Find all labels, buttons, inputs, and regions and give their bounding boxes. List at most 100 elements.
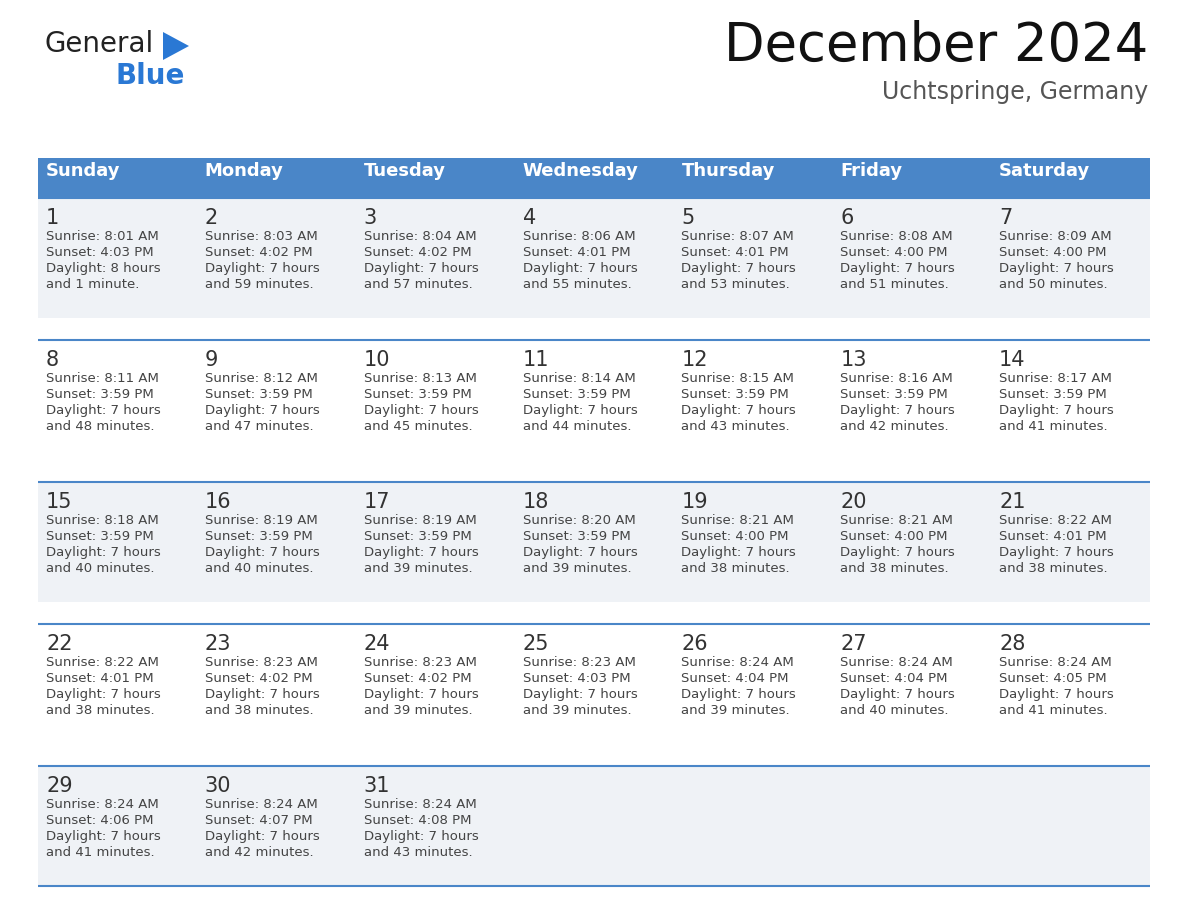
Text: Sunrise: 8:24 AM: Sunrise: 8:24 AM bbox=[840, 656, 953, 669]
Text: Daylight: 7 hours: Daylight: 7 hours bbox=[840, 688, 955, 701]
Text: 18: 18 bbox=[523, 492, 549, 512]
Text: Daylight: 7 hours: Daylight: 7 hours bbox=[999, 546, 1114, 559]
Text: 3: 3 bbox=[364, 208, 377, 228]
Text: Uchtspringe, Germany: Uchtspringe, Germany bbox=[881, 80, 1148, 104]
Text: Daylight: 7 hours: Daylight: 7 hours bbox=[204, 404, 320, 417]
Text: Sunrise: 8:08 AM: Sunrise: 8:08 AM bbox=[840, 230, 953, 243]
Text: 11: 11 bbox=[523, 350, 549, 370]
Bar bbox=[991, 158, 1150, 198]
Text: Sunrise: 8:12 AM: Sunrise: 8:12 AM bbox=[204, 372, 317, 385]
Text: 28: 28 bbox=[999, 634, 1025, 654]
Text: Sunset: 4:03 PM: Sunset: 4:03 PM bbox=[523, 672, 630, 685]
Text: Sunrise: 8:20 AM: Sunrise: 8:20 AM bbox=[523, 514, 636, 527]
Text: 14: 14 bbox=[999, 350, 1025, 370]
Text: Daylight: 7 hours: Daylight: 7 hours bbox=[682, 404, 796, 417]
Text: December 2024: December 2024 bbox=[723, 20, 1148, 72]
Text: Sunrise: 8:24 AM: Sunrise: 8:24 AM bbox=[682, 656, 795, 669]
Text: Sunrise: 8:22 AM: Sunrise: 8:22 AM bbox=[999, 514, 1112, 527]
Text: and 41 minutes.: and 41 minutes. bbox=[46, 846, 154, 859]
Text: and 38 minutes.: and 38 minutes. bbox=[840, 562, 949, 575]
Text: Sunset: 3:59 PM: Sunset: 3:59 PM bbox=[523, 388, 631, 401]
Text: Sunrise: 8:07 AM: Sunrise: 8:07 AM bbox=[682, 230, 795, 243]
Text: Daylight: 7 hours: Daylight: 7 hours bbox=[204, 830, 320, 843]
Text: 30: 30 bbox=[204, 776, 232, 796]
Text: 17: 17 bbox=[364, 492, 390, 512]
Text: and 39 minutes.: and 39 minutes. bbox=[364, 704, 473, 717]
Text: Sunrise: 8:19 AM: Sunrise: 8:19 AM bbox=[364, 514, 476, 527]
Text: 10: 10 bbox=[364, 350, 390, 370]
Text: Sunset: 4:04 PM: Sunset: 4:04 PM bbox=[840, 672, 948, 685]
Text: Sunset: 4:00 PM: Sunset: 4:00 PM bbox=[840, 246, 948, 259]
Text: Sunset: 4:02 PM: Sunset: 4:02 PM bbox=[364, 246, 472, 259]
Text: Sunset: 3:59 PM: Sunset: 3:59 PM bbox=[999, 388, 1107, 401]
Text: Daylight: 7 hours: Daylight: 7 hours bbox=[999, 688, 1114, 701]
Text: 12: 12 bbox=[682, 350, 708, 370]
Text: 6: 6 bbox=[840, 208, 854, 228]
Text: and 38 minutes.: and 38 minutes. bbox=[204, 704, 314, 717]
Text: Sunday: Sunday bbox=[46, 162, 120, 180]
Text: and 57 minutes.: and 57 minutes. bbox=[364, 278, 473, 291]
Text: and 44 minutes.: and 44 minutes. bbox=[523, 420, 631, 433]
Text: Daylight: 7 hours: Daylight: 7 hours bbox=[46, 404, 160, 417]
Text: 13: 13 bbox=[840, 350, 867, 370]
Text: Daylight: 7 hours: Daylight: 7 hours bbox=[682, 546, 796, 559]
Text: Sunset: 4:02 PM: Sunset: 4:02 PM bbox=[364, 672, 472, 685]
Text: and 38 minutes.: and 38 minutes. bbox=[999, 562, 1107, 575]
Text: and 43 minutes.: and 43 minutes. bbox=[364, 846, 473, 859]
Text: Daylight: 8 hours: Daylight: 8 hours bbox=[46, 262, 160, 275]
Text: Sunset: 4:03 PM: Sunset: 4:03 PM bbox=[46, 246, 153, 259]
Text: Daylight: 7 hours: Daylight: 7 hours bbox=[840, 262, 955, 275]
Text: Sunset: 3:59 PM: Sunset: 3:59 PM bbox=[364, 388, 472, 401]
Text: Sunset: 4:08 PM: Sunset: 4:08 PM bbox=[364, 814, 472, 827]
Text: Sunset: 4:06 PM: Sunset: 4:06 PM bbox=[46, 814, 153, 827]
Text: and 39 minutes.: and 39 minutes. bbox=[364, 562, 473, 575]
Text: Daylight: 7 hours: Daylight: 7 hours bbox=[523, 404, 637, 417]
Text: Sunset: 4:07 PM: Sunset: 4:07 PM bbox=[204, 814, 312, 827]
Text: 25: 25 bbox=[523, 634, 549, 654]
Text: Sunset: 4:01 PM: Sunset: 4:01 PM bbox=[523, 246, 630, 259]
Text: Daylight: 7 hours: Daylight: 7 hours bbox=[364, 262, 479, 275]
Text: and 48 minutes.: and 48 minutes. bbox=[46, 420, 154, 433]
Text: Sunset: 3:59 PM: Sunset: 3:59 PM bbox=[840, 388, 948, 401]
Text: Daylight: 7 hours: Daylight: 7 hours bbox=[46, 688, 160, 701]
Bar bbox=[38, 482, 1150, 602]
Bar bbox=[833, 158, 991, 198]
Text: Sunset: 3:59 PM: Sunset: 3:59 PM bbox=[523, 530, 631, 543]
Text: and 38 minutes.: and 38 minutes. bbox=[46, 704, 154, 717]
Text: 22: 22 bbox=[46, 634, 72, 654]
Bar bbox=[38, 198, 1150, 318]
Text: 23: 23 bbox=[204, 634, 232, 654]
Text: Daylight: 7 hours: Daylight: 7 hours bbox=[46, 546, 160, 559]
Text: 20: 20 bbox=[840, 492, 867, 512]
Text: and 50 minutes.: and 50 minutes. bbox=[999, 278, 1107, 291]
Text: and 59 minutes.: and 59 minutes. bbox=[204, 278, 314, 291]
Text: 8: 8 bbox=[46, 350, 59, 370]
Text: Sunrise: 8:13 AM: Sunrise: 8:13 AM bbox=[364, 372, 476, 385]
Text: Wednesday: Wednesday bbox=[523, 162, 638, 180]
Text: 19: 19 bbox=[682, 492, 708, 512]
Text: Sunset: 4:01 PM: Sunset: 4:01 PM bbox=[46, 672, 153, 685]
Text: Sunrise: 8:18 AM: Sunrise: 8:18 AM bbox=[46, 514, 159, 527]
Text: 27: 27 bbox=[840, 634, 867, 654]
Bar bbox=[674, 158, 833, 198]
Text: Sunrise: 8:24 AM: Sunrise: 8:24 AM bbox=[46, 798, 159, 811]
Text: Sunrise: 8:15 AM: Sunrise: 8:15 AM bbox=[682, 372, 795, 385]
Text: Sunrise: 8:22 AM: Sunrise: 8:22 AM bbox=[46, 656, 159, 669]
Text: Sunset: 4:02 PM: Sunset: 4:02 PM bbox=[204, 246, 312, 259]
Text: Sunrise: 8:04 AM: Sunrise: 8:04 AM bbox=[364, 230, 476, 243]
Text: Sunset: 3:59 PM: Sunset: 3:59 PM bbox=[46, 530, 153, 543]
Text: Sunrise: 8:16 AM: Sunrise: 8:16 AM bbox=[840, 372, 953, 385]
Text: Sunrise: 8:24 AM: Sunrise: 8:24 AM bbox=[364, 798, 476, 811]
Text: Saturday: Saturday bbox=[999, 162, 1091, 180]
Text: Sunset: 3:59 PM: Sunset: 3:59 PM bbox=[682, 388, 789, 401]
Text: Tuesday: Tuesday bbox=[364, 162, 446, 180]
Text: Sunset: 3:59 PM: Sunset: 3:59 PM bbox=[204, 530, 312, 543]
Text: and 39 minutes.: and 39 minutes. bbox=[682, 704, 790, 717]
Text: Sunset: 3:59 PM: Sunset: 3:59 PM bbox=[204, 388, 312, 401]
Text: and 45 minutes.: and 45 minutes. bbox=[364, 420, 473, 433]
Bar bbox=[38, 158, 197, 198]
Text: and 55 minutes.: and 55 minutes. bbox=[523, 278, 631, 291]
Text: Sunset: 4:05 PM: Sunset: 4:05 PM bbox=[999, 672, 1107, 685]
Text: Monday: Monday bbox=[204, 162, 284, 180]
Text: General: General bbox=[45, 30, 154, 58]
